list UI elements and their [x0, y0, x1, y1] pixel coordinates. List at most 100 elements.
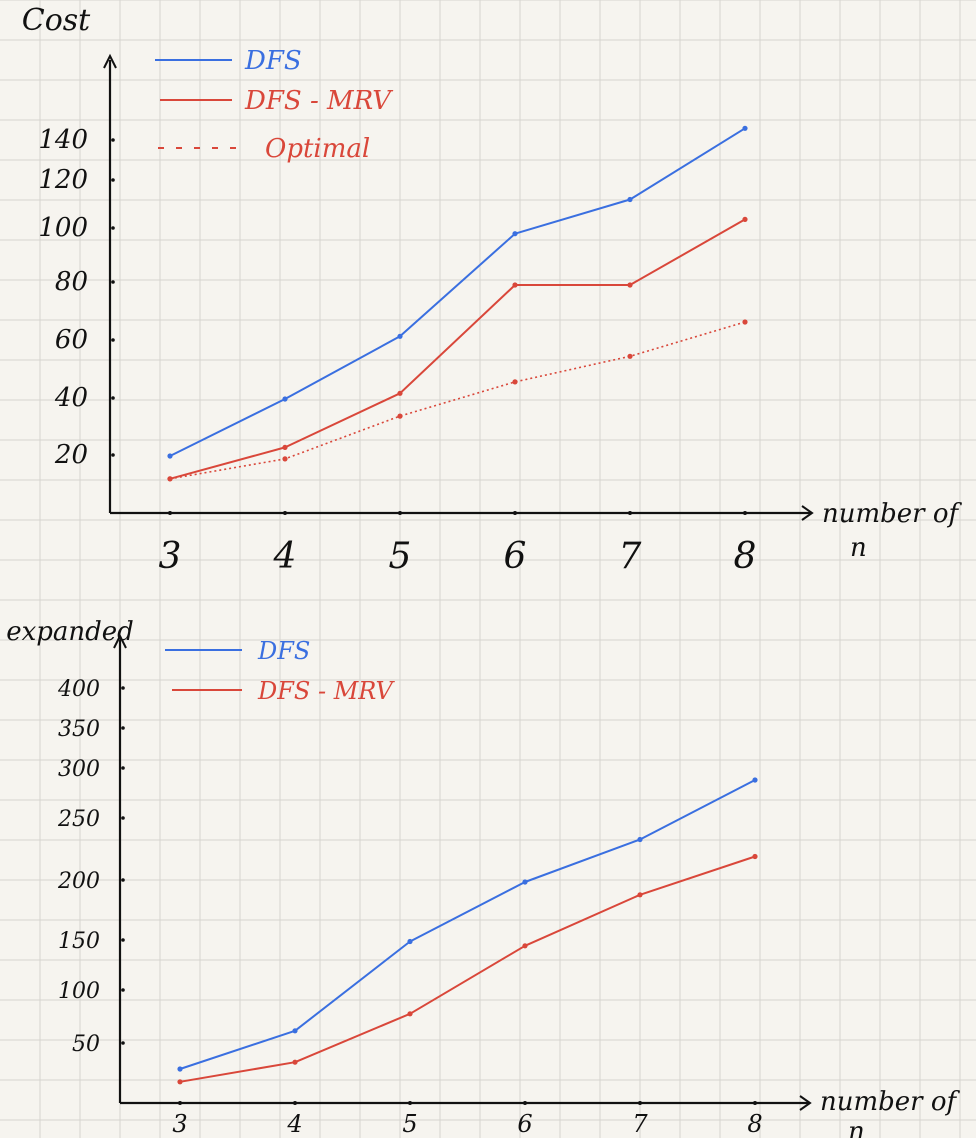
x-tick-label: 6	[504, 536, 527, 577]
x-tick-mark	[168, 511, 172, 515]
expanded-chart: expanded number ofn 50 100 150 200 250 300 350 40…	[6, 617, 960, 1138]
data-point-dfs-mrv	[627, 282, 633, 288]
data-point-optimal	[397, 413, 403, 419]
series-line-dfs	[169, 127, 746, 457]
y-tick-label: 400	[57, 677, 100, 702]
data-point-dfs	[407, 938, 413, 945]
data-point-dfs	[397, 333, 403, 339]
data-point-dfs-mrv	[512, 282, 518, 288]
y-tick-label: 250	[57, 807, 100, 832]
y-tick-mark	[121, 766, 125, 770]
y-tick-mark	[111, 178, 115, 182]
cost-chart: Cost number of n 20 40 60 80 100 120 140 3 4 5 6 7 8 DFS…	[22, 3, 963, 577]
y-tick-label: 20	[54, 440, 88, 470]
x-tick-mark	[178, 1101, 182, 1105]
y-tick-mark	[111, 396, 115, 400]
x-tick-mark	[638, 1101, 642, 1105]
y-axis-label: expanded	[6, 617, 134, 647]
x-tick-mark	[743, 511, 747, 515]
series-line-dfs	[179, 779, 756, 1070]
data-point-dfs	[512, 231, 518, 237]
x-tick-label: 5	[389, 536, 412, 577]
x-tick-label: 5	[402, 1110, 417, 1138]
y-tick-mark	[121, 726, 125, 730]
x-tick-mark	[283, 511, 287, 515]
data-point-optimal	[627, 353, 633, 359]
data-point-optimal	[742, 319, 748, 325]
data-point-dfs	[752, 777, 758, 783]
y-tick-label: 40	[54, 383, 88, 413]
y-tick-label: 350	[58, 717, 100, 742]
y-tick-mark	[111, 280, 115, 284]
legend-label-dfs-mrv: DFS - MRV	[257, 677, 395, 705]
y-tick-mark	[111, 138, 115, 142]
y-tick-mark	[121, 988, 125, 992]
data-point-dfs	[292, 1028, 298, 1034]
legend-label-dfs: DFS	[244, 46, 302, 76]
x-axis-label-line1: number of	[822, 499, 963, 529]
x-tick-label: 3	[159, 536, 182, 577]
data-point-dfs-mrv	[282, 444, 288, 450]
data-point-dfs-mrv	[522, 943, 528, 949]
data-point-dfs-mrv	[752, 853, 758, 860]
y-tick-mark	[111, 226, 115, 230]
y-tick-label: 60	[55, 325, 88, 355]
x-axis-arrow	[799, 1095, 812, 1111]
x-tick-label: 8	[747, 1110, 762, 1138]
y-tick-mark	[121, 938, 125, 942]
y-tick-mark	[121, 1041, 125, 1045]
x-tick-mark	[523, 1101, 527, 1105]
y-tick-label: 300	[58, 757, 100, 782]
data-point-dfs	[742, 125, 748, 131]
data-point-optimal	[167, 476, 173, 482]
x-axis-label-line2: n	[848, 1117, 865, 1138]
y-tick-label: 140	[38, 125, 88, 155]
y-tick-mark	[121, 686, 125, 690]
y-axis-label: Cost	[22, 3, 91, 38]
x-tick-mark	[628, 511, 632, 515]
legend-label-dfs: DFS	[257, 637, 310, 665]
series-line-dfs-mrv	[169, 218, 746, 480]
y-tick-label: 200	[57, 869, 100, 894]
series-line-dfs-mrv	[179, 855, 756, 1083]
x-axis-arrow	[801, 505, 814, 521]
y-tick-label: 50	[72, 1032, 100, 1057]
data-point-dfs-mrv	[742, 216, 748, 222]
x-tick-label: 6	[517, 1110, 532, 1138]
y-tick-label: 120	[38, 165, 88, 195]
y-axis-arrow	[113, 633, 127, 649]
y-tick-mark	[111, 453, 115, 457]
data-point-dfs	[627, 196, 633, 203]
data-point-optimal	[282, 456, 288, 462]
data-point-dfs-mrv	[637, 892, 643, 898]
data-point-dfs-mrv	[407, 1011, 413, 1017]
data-point-dfs	[637, 836, 643, 843]
legend-label-optimal: Optimal	[265, 134, 370, 164]
data-point-optimal	[512, 379, 518, 385]
x-axis-label-line1: number of	[820, 1087, 961, 1117]
y-tick-mark	[121, 878, 125, 882]
x-tick-label: 7	[619, 536, 642, 577]
x-tick-mark	[398, 511, 402, 515]
data-point-dfs-mrv	[292, 1059, 298, 1065]
x-axis-label-line2: n	[850, 533, 867, 563]
y-tick-label: 100	[58, 979, 100, 1004]
data-point-dfs-mrv	[177, 1079, 183, 1085]
x-tick-label: 8	[734, 536, 757, 577]
data-point-dfs	[177, 1066, 183, 1072]
data-point-dfs	[522, 879, 528, 885]
x-tick-label: 4	[273, 536, 297, 577]
x-tick-mark	[293, 1101, 297, 1105]
data-point-dfs	[282, 396, 288, 402]
x-tick-mark	[513, 511, 517, 515]
y-tick-mark	[111, 338, 115, 342]
y-tick-mark	[121, 816, 125, 820]
x-tick-label: 7	[632, 1110, 648, 1138]
y-tick-label: 150	[58, 929, 100, 954]
y-tick-label: 100	[38, 213, 88, 243]
y-tick-label: 80	[55, 267, 88, 297]
y-axis-arrow	[103, 53, 117, 69]
x-tick-mark	[753, 1101, 757, 1105]
x-tick-mark	[408, 1101, 412, 1105]
